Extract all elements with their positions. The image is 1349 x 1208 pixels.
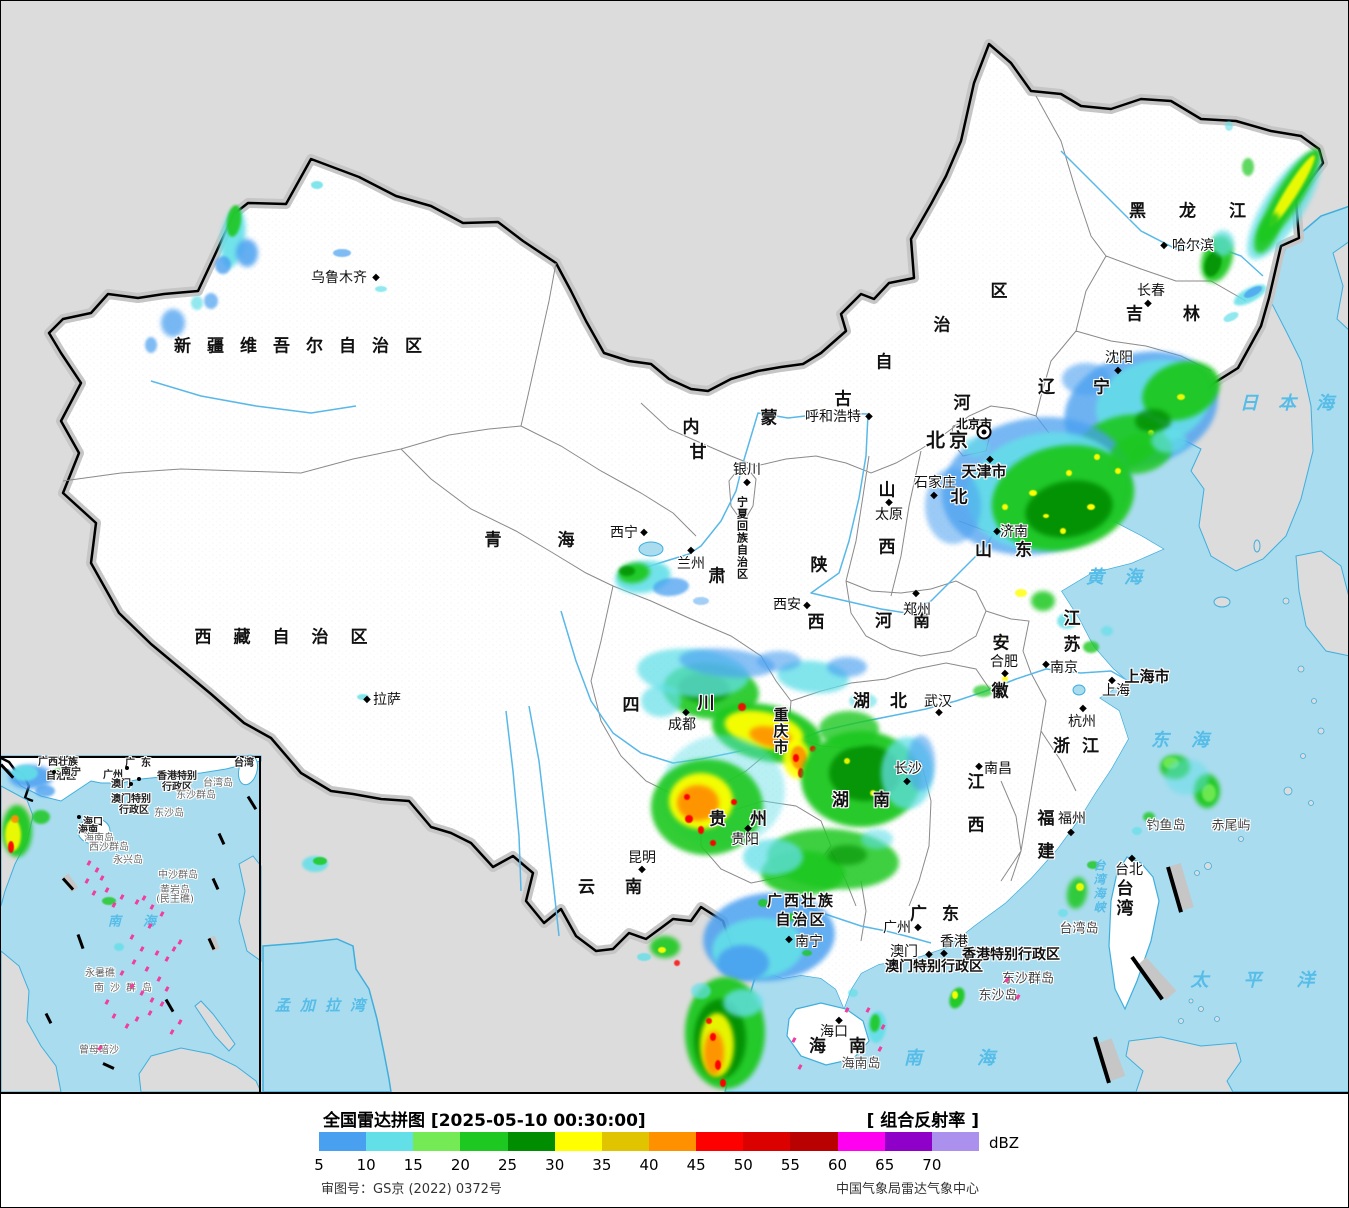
colorbar-segment: [790, 1132, 838, 1151]
colorbar-tick: 60: [828, 1156, 848, 1174]
map-license-number: 审图号：GS京 (2022) 0372号: [321, 1182, 502, 1197]
luzon-island: [1125, 1036, 1242, 1092]
colorbar-unit: dBZ: [989, 1134, 1020, 1152]
qinghai-lake: [638, 541, 664, 557]
colorbar-segment: [366, 1132, 414, 1151]
inset-palawan: [194, 1000, 236, 1052]
inset-luzon: [238, 855, 262, 962]
japan-kyushu: [1295, 550, 1348, 657]
inset-frame: [1, 756, 261, 1092]
inset-taiwan: [237, 754, 259, 786]
colorbar-segment: [837, 1132, 885, 1151]
base-geography: [1, 1, 1348, 1092]
colorbar-ticks: 5 10 15 20 25 30 35 40 45 50 55 60 65 70: [314, 1156, 1019, 1174]
colorbar-tick: 10: [356, 1156, 376, 1174]
colorbar: [319, 1132, 979, 1151]
colorbar-tick: 55: [780, 1156, 800, 1174]
sea-bay-of-bengal: [262, 938, 392, 1092]
colorbar-tick: 50: [733, 1156, 753, 1174]
colorbar-segment: [884, 1132, 932, 1151]
colorbar-tick: 65: [875, 1156, 895, 1174]
colorbar-tick: 70: [922, 1156, 942, 1174]
inset-borneo: [138, 1047, 262, 1092]
taihu-lake: [1072, 684, 1086, 696]
colorbar-tick: 15: [403, 1156, 423, 1174]
colorbar-tick: 20: [450, 1156, 470, 1174]
jeju-island: [1213, 596, 1231, 608]
inset-hainan: [77, 817, 111, 845]
colorbar-segment: [743, 1132, 791, 1151]
colorbar-tick: 25: [498, 1156, 518, 1174]
colorbar-segment: [601, 1132, 649, 1151]
colorbar-tick: 35: [592, 1156, 612, 1174]
tsushima-island: [1253, 539, 1261, 553]
ryukyu-islands: [1194, 597, 1325, 876]
colorbar-segment: [319, 1132, 367, 1151]
inset-indochina: [1, 950, 62, 1092]
colorbar-segment: [460, 1132, 508, 1151]
colorbar-segment: [413, 1132, 461, 1151]
colorbar-tick: 30: [545, 1156, 565, 1174]
colorbar-segment: [696, 1132, 744, 1151]
legend-title: 全国雷达拼图 [2025-05-10 00:30:00]: [323, 1111, 646, 1131]
colorbar-tick: 40: [639, 1156, 659, 1174]
colorbar-segment: [648, 1132, 697, 1151]
japan-coast-strip: [1332, 241, 1348, 330]
issuing-agency: 中国气象局雷达气象中心: [835, 1182, 979, 1197]
babuyan-islands: [1178, 998, 1220, 1024]
colorbar-segment: [554, 1132, 602, 1151]
legend-product-type: [ 组合反射率 ]: [866, 1111, 979, 1131]
colorbar-segment: [931, 1132, 979, 1151]
colorbar-tick: 5: [314, 1156, 324, 1174]
inset-map: [1, 754, 262, 1092]
hainan-island: [786, 1002, 870, 1066]
colorbar-segment: [507, 1132, 555, 1151]
radar-map: 黑龙江 吉林 辽宁 山东 河南 湖北 湖南 贵州 云南 广东 海南 浙江青海四川甘肃河北山西陕西江西安…: [1, 1, 1348, 1092]
legend-panel: 全国雷达拼图 [2025-05-10 00:30:00] [ 组合反射率 ] 5…: [1, 1092, 1348, 1207]
colorbar-tick: 45: [686, 1156, 706, 1174]
